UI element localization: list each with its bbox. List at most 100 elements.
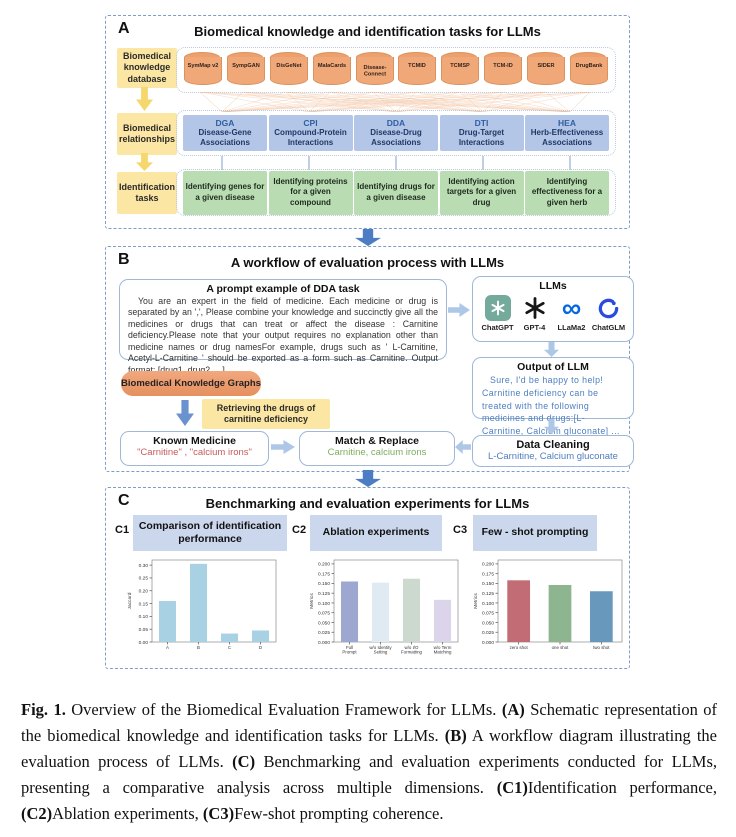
llms-to-output-arrow [544,342,559,357]
prompt-box-title: A prompt example of DDA task [206,283,360,295]
biomedical-relationships-box: Biomedical relationships [117,113,177,155]
relationships-row: DGA Disease-Gene Associations CPI Compound… [176,110,616,156]
relationship-box-dda: DDA Disease-Drug Associations [354,115,438,151]
down-arrow-yellow-2 [136,153,153,171]
svg-text:0.050: 0.050 [482,620,494,626]
prompt-to-llms-arrow [448,303,470,317]
prompt-example-box: A prompt example of DDA task You are an … [119,279,447,375]
subpanel-c3-label: C3 [453,524,468,536]
known-medicine-body: "Carnitine" , "calcium irons" [137,447,252,458]
panel-a-label: A [118,20,130,37]
identification-tasks-box: Identification tasks [117,172,177,214]
panel-a: A Biomedical knowledge and identificatio… [105,15,630,229]
match-replace-title: Match & Replace [334,435,420,447]
data-cleaning-body: L-Carnitine, Calcium gluconate [488,451,618,462]
chatgpt-icon [484,294,511,322]
panel-c-label: C [118,492,130,509]
database-cylinder: SIDER [526,52,566,88]
task-box-targets: Identifying action targets for a given d… [439,170,524,215]
svg-text:0.10: 0.10 [139,614,149,620]
known-medicine-box: Known Medicine "Carnitine" , "calcium ir… [120,431,269,466]
svg-text:Metrics: Metrics [473,593,479,609]
biomedical-knowledge-graphs-box: Biomedical Knowledge Graphs [121,371,261,396]
task-box-genes: Identifying genes for a given disease [183,170,267,215]
chatglm-icon [597,294,620,322]
svg-text:0.175: 0.175 [318,571,330,577]
database-row: SymMap v2 SympGAN DisGeNet MalaCards Dis… [176,47,616,93]
llm-output-box: Output of LLM Sure, I'd be happy to help… [472,357,634,436]
svg-text:0.05: 0.05 [139,627,149,633]
svg-text:0.075: 0.075 [482,611,494,617]
svg-text:0.125: 0.125 [482,591,494,597]
svg-text:0.175: 0.175 [482,571,494,577]
relationship-box-hea: HEA Herb-Effectiveness Associations [525,115,609,151]
svg-text:one shot: one shot [552,645,570,650]
panel-b-title: A workflow of evaluation process with LL… [230,255,505,270]
svg-text:C: C [228,645,231,650]
chart-c3-few-shot-prompting: 0.000 0.025 0.050 0.075 0.100 0.125 0.150 0.175… [468,554,628,663]
database-cylinder: SympGAN [226,52,266,88]
svg-text:0.30: 0.30 [139,563,149,569]
panel-b: B A workflow of evaluation process with … [105,246,634,472]
down-arrow-yellow-1 [136,87,153,111]
figure-caption: Fig. 1. Overview of the Biomedical Evalu… [21,700,718,824]
svg-text:two shot: two shot [593,645,610,650]
subpanel-c3-header: Few - shot prompting [473,515,597,551]
database-cylinder: TCMID [397,52,437,88]
gpt4-icon [523,294,547,322]
database-cylinder: TCM-ID [483,52,523,88]
svg-text:B: B [197,645,200,650]
llm-gpt4: GPT-4 [517,294,553,332]
database-cylinder: DisGeNet [269,52,309,88]
match-replace-body: Carnitine, calcium irons [327,447,427,458]
database-cylinder: Disease-Connect [355,52,395,88]
svg-text:A: A [166,645,169,650]
relationship-box-cpi: CPI Compound-Protein Interactions [268,115,353,151]
svg-text:0.000: 0.000 [318,640,330,646]
panel-a-to-b-arrow [355,229,381,246]
panel-c-title: Benchmarking and evaluation experiments … [205,496,530,511]
database-cylinder: DrugBank [569,52,609,88]
chart-c1-identification-performance: 0.00 0.05 0.10 0.15 0.20 0.25 0.30 A B C D Jaccard [122,554,282,663]
tasks-row: Identifying genes for a given disease Id… [176,169,616,216]
cleaning-to-match-arrow [455,440,471,454]
known-medicine-title: Known Medicine [153,435,236,447]
svg-text:0.200: 0.200 [318,562,330,568]
subpanel-c2-header: Ablation experiments [310,515,442,551]
llms-box: LLMs ChatGPT GPT-4 ∞ LLaMa2 [472,276,634,342]
llm-llama2: ∞ LLaMa2 [557,292,586,332]
svg-text:0.100: 0.100 [318,601,330,607]
svg-text:0.000: 0.000 [482,640,494,646]
svg-text:Formatting: Formatting [401,650,423,655]
relationship-to-task-links [221,156,571,170]
database-cylinder: SymMap v2 [183,52,223,88]
known-to-match-arrow [271,440,295,454]
svg-text:D: D [259,645,262,650]
svg-text:Matching: Matching [434,650,452,655]
svg-text:0.20: 0.20 [139,589,149,595]
task-box-drugs: Identifying drugs for a given disease [354,170,438,215]
llms-box-title: LLMs [539,280,567,292]
db-to-relationship-links [199,92,591,112]
match-replace-box: Match & Replace Carnitine, calcium irons [299,431,455,466]
svg-text:Metrics: Metrics [309,593,315,609]
subpanel-c2-label: C2 [292,524,307,536]
panel-b-label: B [118,251,130,268]
svg-text:0.150: 0.150 [318,581,330,587]
svg-text:0.15: 0.15 [139,601,149,607]
svg-text:0.050: 0.050 [318,620,330,626]
svg-text:Prompt: Prompt [342,650,357,655]
prompt-box-body: You are an expert in the field of medici… [128,296,438,375]
svg-text:0.075: 0.075 [318,611,330,617]
panel-a-title: Biomedical knowledge and identification … [194,24,541,39]
task-box-effectiveness: Identifying effectiveness for a given he… [525,170,609,215]
llm-chatglm: ChatGLM [591,294,627,332]
svg-text:w/o I/O: w/o I/O [405,645,419,650]
subpanel-c1-label: C1 [115,524,130,536]
llm-chatgpt: ChatGPT [480,294,516,332]
svg-text:0.025: 0.025 [482,630,494,636]
relationship-box-dga: DGA Disease-Gene Associations [183,115,267,151]
relationship-box-dti: DTI Drug-Target Interactions [439,115,524,151]
svg-text:0.00: 0.00 [139,640,149,646]
